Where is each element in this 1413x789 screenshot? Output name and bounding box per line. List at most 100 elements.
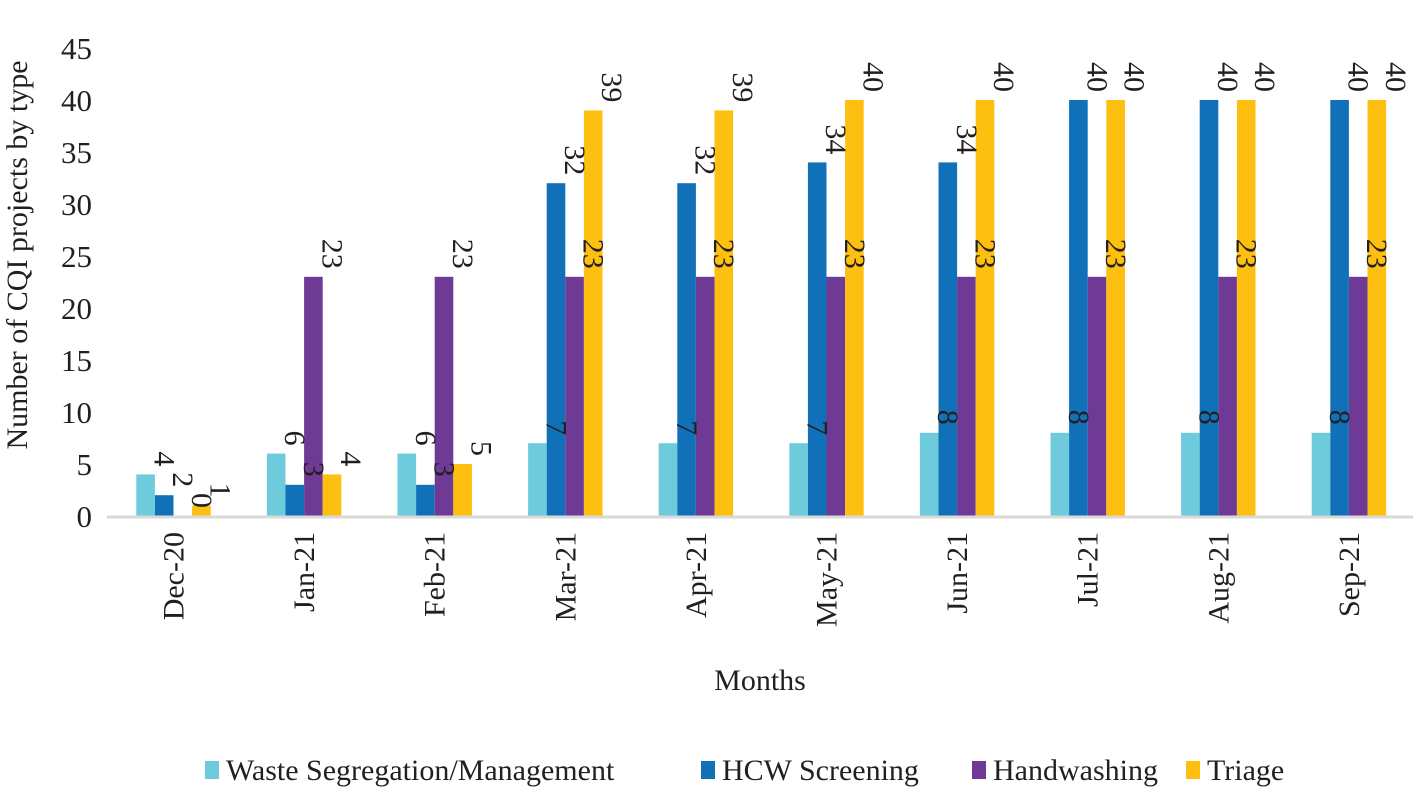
data-label: 7 [670,420,703,435]
bar [1348,276,1368,516]
data-label: 23 [1230,239,1263,269]
data-label: 0 [185,493,218,508]
data-label: 5 [465,441,498,456]
bar [416,484,435,516]
bar [658,443,678,516]
bar [695,276,715,516]
bar [1236,100,1256,516]
x-axis-title: Months [714,664,806,697]
bar [714,110,734,517]
bar [136,474,155,516]
x-tick-label: Jan-21 [288,532,321,612]
bar [434,276,454,516]
data-label: 40 [1080,62,1113,92]
bar [789,443,808,516]
bar [322,474,342,516]
data-label: 6 [278,431,311,446]
bar [565,276,584,516]
data-label: 39 [595,72,628,102]
bar [1311,432,1331,516]
x-tick-label: Feb-21 [419,532,452,617]
y-tick-label: 10 [61,395,92,430]
bar [546,183,566,516]
legend-swatch [972,761,986,779]
data-label: 8 [1323,410,1356,425]
data-label: 34 [950,124,983,154]
data-label: 3 [297,462,330,477]
data-label: 23 [1360,239,1393,269]
data-label: 40 [1342,62,1375,92]
bar [826,276,846,516]
bar [453,464,472,516]
x-tick-label: Jul-21 [1072,532,1105,607]
bar [1199,100,1219,516]
data-label: 4 [334,451,367,466]
bars [136,100,1387,517]
x-tick-label: May-21 [811,532,844,627]
y-tick-label: 30 [61,187,92,222]
legend: Waste Segregation/Management HCW Screenin… [205,754,1284,787]
x-axis-ticks: Dec-20 Jan-21 Feb-21 Mar-21 Apr-21 May-21 Jun-… [158,532,1366,627]
data-label: 23 [577,239,610,269]
data-label: 39 [726,72,759,102]
x-tick-label: Dec-20 [158,532,191,620]
bar [1069,100,1088,516]
y-tick-label: 35 [61,135,92,170]
bar [975,100,995,516]
data-label: 6 [409,431,442,446]
data-label: 23 [838,239,871,269]
bar [1330,100,1349,516]
legend-swatch [1186,761,1200,779]
data-label: 1 [203,483,236,498]
y-axis-title: Number of CQI projects by type [1,60,34,449]
data-label: 40 [1118,62,1151,92]
data-label: 8 [1062,410,1095,425]
bar [845,100,864,516]
data-label: 40 [1248,62,1281,92]
data-label: 40 [987,62,1020,92]
x-tick-label: Jun-21 [941,532,974,614]
data-label: 40 [1211,62,1244,92]
y-tick-label: 20 [61,291,92,326]
bar [154,495,174,516]
bar [1050,432,1070,516]
bar [397,453,417,516]
bar [957,276,976,516]
data-label: 23 [1099,239,1132,269]
y-tick-label: 15 [61,343,92,378]
data-label: 7 [539,420,572,435]
bar [266,453,286,516]
legend-label: HCW Screening [722,754,919,787]
data-label: 32 [689,145,722,175]
y-tick-label: 40 [61,83,92,118]
legend-label: Handwashing [993,754,1158,787]
y-tick-label: 45 [61,31,92,66]
data-label: 23 [707,239,740,269]
y-tick-label: 5 [77,447,93,482]
bar [583,110,603,517]
bar [1367,100,1387,516]
bar [192,505,211,516]
x-tick-label: Aug-21 [1202,532,1235,624]
bar [304,276,323,516]
legend-swatch [205,761,219,779]
data-label: 7 [801,420,834,435]
y-tick-label: 25 [61,239,92,274]
data-label: 34 [819,124,852,154]
data-label: 23 [315,239,348,269]
x-tick-label: Mar-21 [549,532,582,621]
legend-label: Waste Segregation/Management [226,754,615,787]
data-label: 8 [931,410,964,425]
bar [938,162,958,516]
data-label: 8 [1192,410,1225,425]
legend-swatch [701,761,715,779]
legend-label: Triage [1207,754,1284,787]
bar [1087,276,1107,516]
bar [528,443,547,516]
bar [1106,100,1125,516]
bar [1218,276,1237,516]
data-label: 23 [968,239,1001,269]
data-label: 2 [166,472,199,487]
x-tick-label: Apr-21 [680,532,713,618]
